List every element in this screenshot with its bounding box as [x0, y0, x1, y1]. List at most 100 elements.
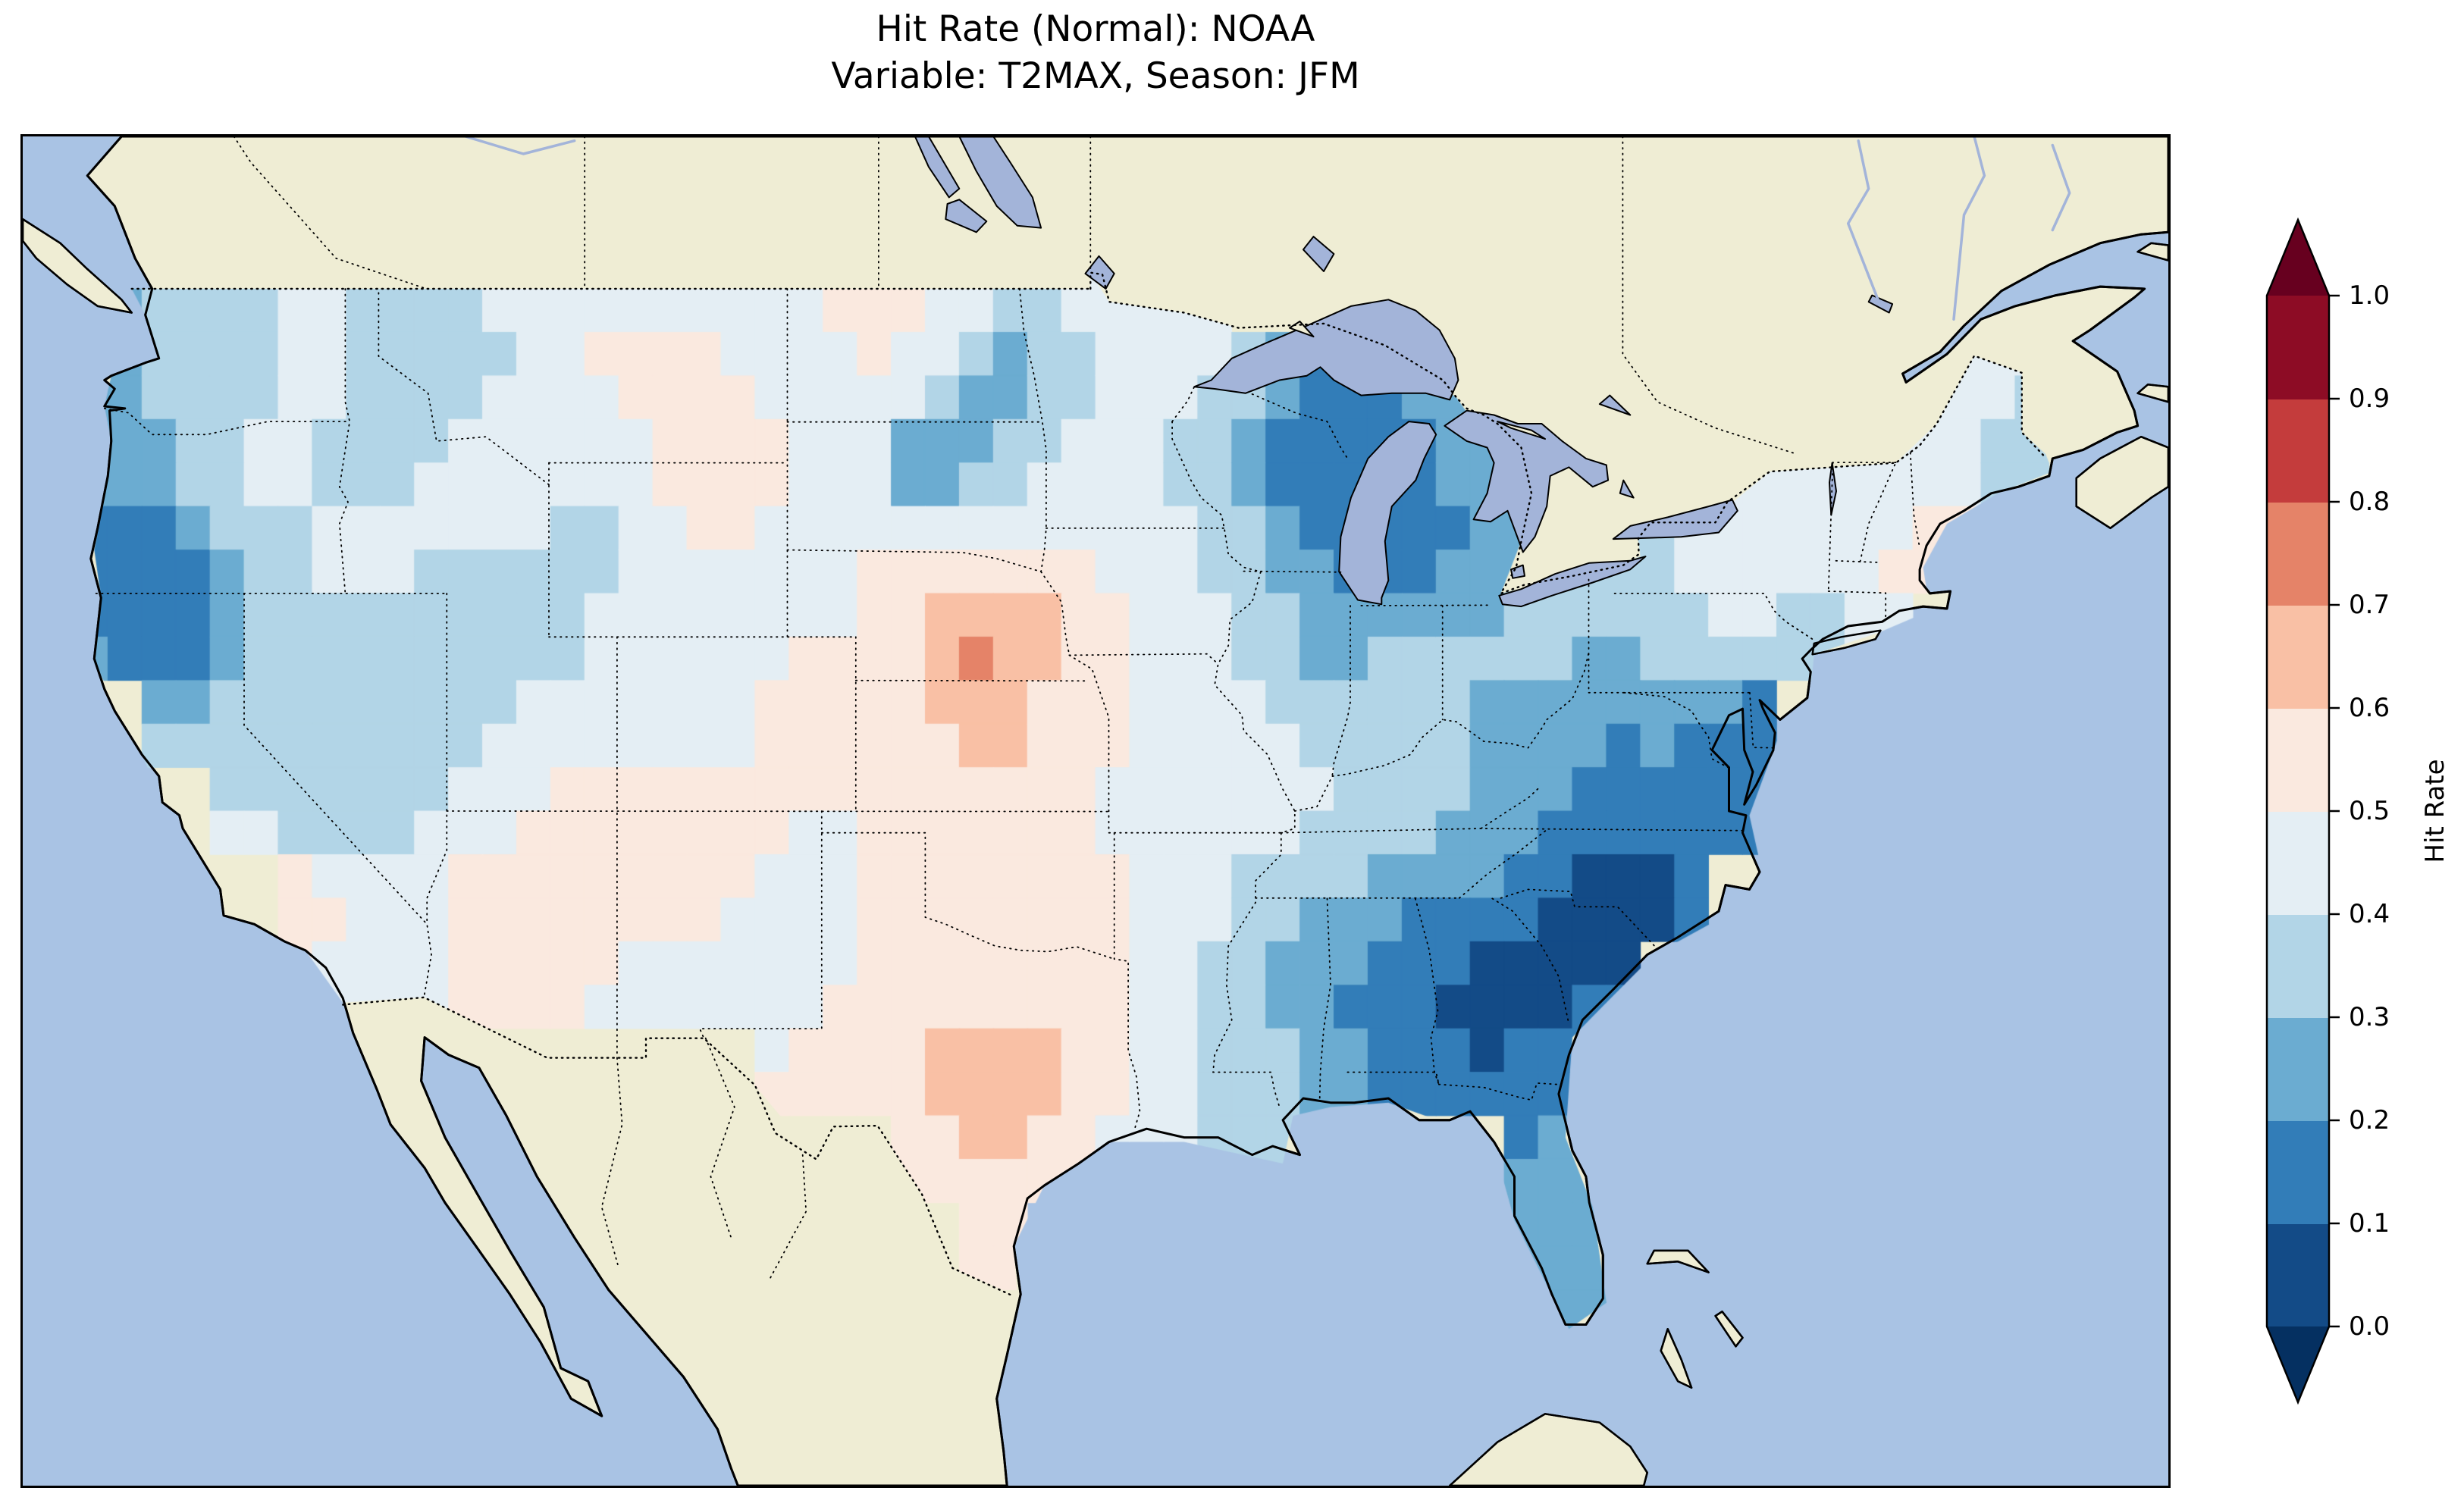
state-border	[378, 288, 550, 486]
state-border	[1491, 897, 1570, 1026]
island	[1497, 421, 1546, 440]
state-border	[1827, 462, 1834, 592]
colorbar-tick-label: 0.1	[2349, 1208, 2390, 1239]
lake	[1829, 462, 1837, 516]
state-border	[1859, 462, 1897, 562]
state-border	[1318, 897, 1331, 1103]
state-border	[1500, 888, 1657, 948]
lake	[1193, 299, 1459, 401]
lake	[1867, 294, 1894, 314]
state-border	[786, 527, 1047, 573]
province-border	[233, 136, 428, 290]
state-border	[1018, 288, 1047, 529]
colorbar-tick-label: 0.6	[2349, 693, 2390, 723]
province-border	[767, 1154, 807, 1282]
colorbar: 0.0 0.1 0.2 0.3 0.4 0.5 0.6 0.7 0.8 0.9 1.0 Hit Rat…	[2265, 217, 2450, 1405]
state-border	[1835, 559, 1882, 563]
colorbar-axis-label: Hit Rate	[2420, 759, 2450, 863]
lake	[945, 199, 988, 233]
lake	[914, 136, 961, 199]
state-border	[1623, 691, 1733, 771]
lake	[1510, 564, 1525, 579]
figure-title: Hit Rate (Normal): NOAA Variable: T2MAX,…	[20, 6, 2171, 100]
colorbar-tick-label: 0.8	[2349, 487, 2390, 517]
lake	[1498, 556, 1647, 608]
river	[2051, 143, 2071, 232]
lake	[1303, 236, 1335, 272]
state-border	[1414, 897, 1440, 1085]
coastline	[2136, 384, 2168, 403]
coastline	[1448, 1413, 1648, 1486]
colorbar-band	[2267, 1223, 2329, 1327]
state-border	[699, 810, 823, 1039]
colorbar-band	[2267, 296, 2329, 399]
river	[1846, 139, 1880, 303]
state-border	[1068, 654, 1141, 1130]
state-border	[1251, 393, 1349, 459]
lake	[958, 136, 1042, 229]
colorbar-tick-label: 0.7	[2349, 590, 2390, 620]
colorbar-band	[2267, 708, 2329, 812]
state-border	[820, 832, 1115, 960]
colorbar-tick-label: 0.0	[2349, 1311, 2390, 1342]
state-border	[426, 593, 448, 926]
lake	[1598, 394, 1632, 416]
state-border	[1280, 828, 1747, 834]
map-panel	[20, 134, 2171, 1488]
colorbar-extend-under	[2267, 1326, 2329, 1402]
state-border	[1827, 590, 1887, 621]
lake	[1084, 255, 1115, 290]
colorbar-tick-label: 0.3	[2349, 1002, 2390, 1032]
colorbar-band	[2267, 811, 2329, 915]
title-line2: Variable: T2MAX, Season: JFM	[831, 55, 1360, 98]
colorbar-band	[2267, 1120, 2329, 1224]
coastline	[1811, 629, 1882, 656]
colorbar-tick-label: 0.2	[2349, 1105, 2390, 1135]
colorbar-tick-label: 0.4	[2349, 899, 2390, 929]
state-border	[243, 593, 432, 998]
colorbar-tick-label: 0.5	[2349, 796, 2390, 826]
coastline	[86, 136, 2168, 1486]
colorbar-band	[2267, 605, 2329, 709]
state-border	[446, 810, 1109, 813]
state-border	[1480, 787, 1541, 829]
state-border	[103, 407, 351, 436]
province-border	[704, 1037, 735, 1239]
colorbar-band	[2267, 399, 2329, 503]
state-border	[1909, 449, 1920, 545]
coastline	[1660, 1328, 1693, 1389]
coastline	[1646, 1249, 1710, 1273]
state-border	[1437, 1082, 1558, 1101]
lake	[1444, 409, 1610, 553]
state-border	[1293, 652, 1590, 812]
colorbar-tick-label: 1.0	[2349, 280, 2390, 311]
lake	[1612, 499, 1738, 540]
coastline	[23, 218, 133, 314]
province-border	[1622, 136, 1798, 456]
state-border	[1171, 421, 1296, 1108]
title-line1: Hit Rate (Normal): NOAA	[876, 8, 1315, 50]
state-border	[338, 288, 351, 594]
lake	[1619, 479, 1635, 499]
state-border	[1748, 691, 1776, 749]
colorbar-band	[2267, 1017, 2329, 1121]
coastline	[2075, 435, 2168, 530]
colorbar-band	[2267, 914, 2329, 1018]
state-border	[1171, 386, 1196, 423]
colorbar-extend-over	[2267, 220, 2329, 296]
coastline	[2136, 242, 2168, 262]
state-border	[1458, 828, 1550, 899]
state-border	[1040, 571, 1071, 656]
river	[1952, 136, 1986, 321]
coastline	[1714, 1311, 1744, 1348]
country-border	[1089, 271, 2045, 595]
lake	[1338, 421, 1437, 606]
state-border	[1068, 653, 1219, 665]
colorbar-tick-label: 0.9	[2349, 384, 2390, 414]
overlay-svg	[23, 136, 2168, 1486]
state-border	[1360, 604, 1490, 606]
country-border	[342, 996, 1015, 1298]
river	[464, 136, 576, 155]
state-border	[1346, 1071, 1440, 1085]
